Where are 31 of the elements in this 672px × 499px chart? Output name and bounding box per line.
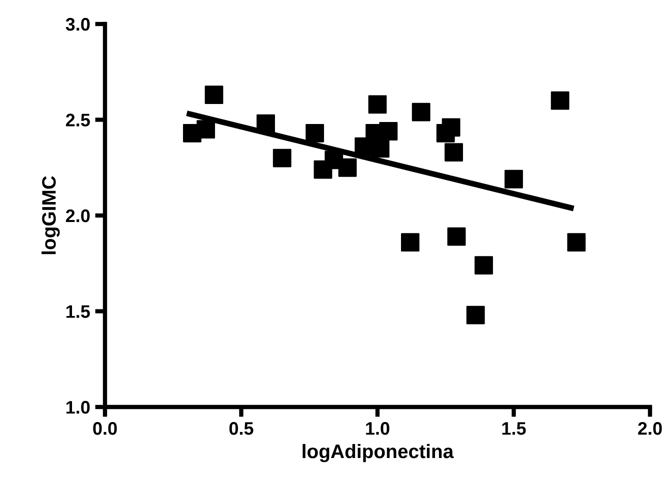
point: [401, 233, 420, 252]
y-tick-label: 2.5: [66, 114, 90, 126]
point: [306, 124, 324, 142]
x-tick-label: 1.0: [366, 422, 390, 435]
point: [474, 256, 493, 274]
point: [256, 114, 275, 133]
point: [379, 122, 398, 140]
point: [338, 158, 357, 177]
y-tick-label: 1.0: [66, 400, 90, 414]
y-tick-label: 2.0: [66, 209, 90, 222]
point: [504, 170, 523, 188]
y-axis-title: logGIMC: [42, 176, 60, 254]
x-tick-label: 2.0: [638, 422, 662, 435]
x-tick-label: 0.5: [229, 422, 254, 435]
y-tick-label: 1.5: [66, 305, 90, 318]
point: [371, 139, 390, 158]
point: [368, 95, 387, 114]
point: [196, 120, 216, 139]
y-tick-label: 3.0: [66, 18, 90, 31]
point: [272, 148, 292, 168]
x-tick-label: 1.5: [502, 422, 526, 435]
point: [442, 118, 460, 137]
point: [412, 102, 430, 122]
x-tick-label: 0.0: [93, 422, 117, 435]
x-axis-title: logAdiponectina: [302, 444, 454, 462]
point: [550, 91, 570, 110]
point: [204, 86, 224, 104]
point: [447, 227, 466, 246]
point: [567, 233, 586, 252]
point: [466, 306, 485, 324]
point: [444, 143, 463, 162]
